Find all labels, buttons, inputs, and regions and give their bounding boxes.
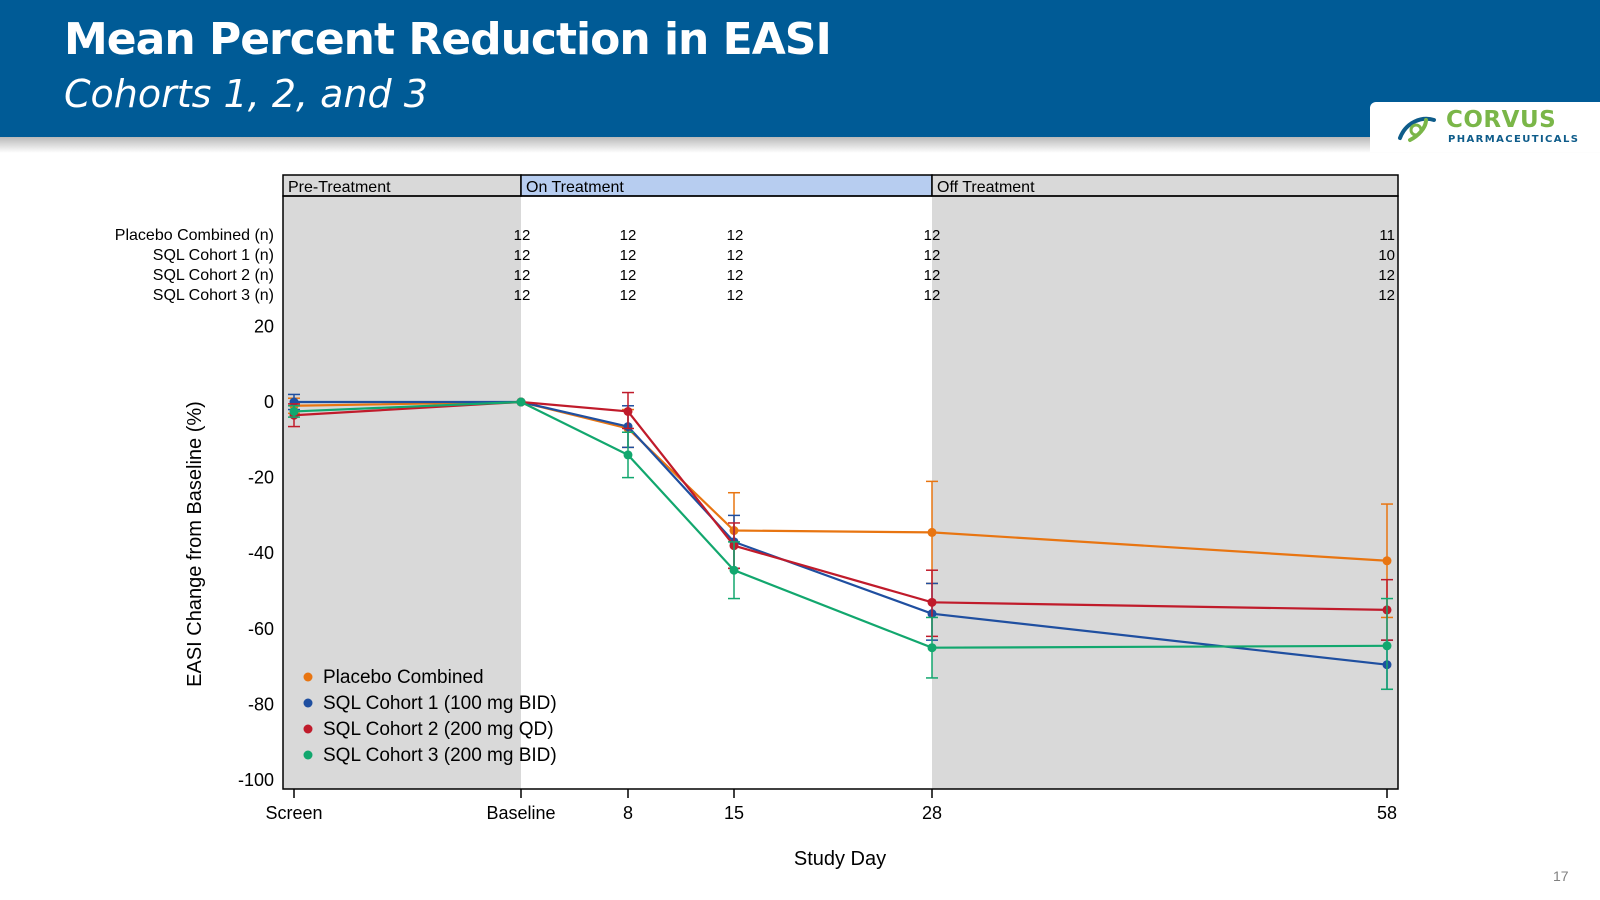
n-table-cell: 12	[727, 267, 744, 284]
n-table-cell: 12	[727, 247, 744, 264]
n-table-cell: 12	[620, 227, 637, 244]
data-point	[927, 643, 937, 653]
n-table-cell: 12	[514, 247, 531, 264]
page-number: 17	[1553, 868, 1569, 884]
n-table-cell: 12	[924, 267, 941, 284]
y-tick-label: -60	[248, 619, 274, 639]
y-tick-label: -20	[248, 468, 274, 488]
chart-axes: 20 0 -20 -40 -60 -80 -100 Screen Baseline 8 15 28 58	[238, 195, 1399, 823]
y-tick-label: -100	[238, 770, 274, 790]
n-table-cell: 12	[924, 227, 941, 244]
series-group	[288, 397, 1393, 691]
n-table: Placebo Combined (n) 12 12 12 12 11 SQL Cohort…	[115, 227, 1395, 304]
header-divider	[0, 137, 1600, 153]
n-table-cell: 12	[924, 247, 941, 264]
data-point	[623, 406, 633, 416]
period-label: Pre-Treatment	[288, 179, 391, 196]
data-point	[729, 565, 739, 575]
y-tick-label: -40	[248, 543, 274, 563]
n-table-cell: 11	[1379, 227, 1395, 244]
period-label: On Treatment	[526, 179, 624, 196]
logo-subtitle: PHARMACEUTICALS	[1448, 134, 1580, 145]
n-table-cell: 12	[1378, 287, 1395, 304]
n-table-cell: 10	[1378, 247, 1395, 264]
n-table-cell: 12	[1378, 267, 1395, 284]
legend-label: SQL Cohort 1 (100 mg BID)	[323, 693, 557, 714]
data-point	[927, 527, 937, 537]
data-point	[516, 397, 526, 407]
series-line	[293, 400, 1388, 649]
n-table-cell: 12	[514, 227, 531, 244]
plot-frame	[282, 195, 1399, 790]
n-table-row-label: SQL Cohort 2 (n)	[153, 267, 274, 284]
data-point	[1382, 556, 1392, 566]
n-table-row-label: SQL Cohort 1 (n)	[153, 247, 274, 264]
data-point	[289, 406, 299, 416]
corvus-logo-mark-icon	[1398, 116, 1436, 142]
series-line	[294, 400, 1388, 666]
legend-marker	[303, 724, 313, 734]
x-tick-label: 15	[724, 803, 744, 823]
x-tick-label: 28	[922, 803, 942, 823]
period-bands: Pre-Treatment On Treatment Off Treatment	[282, 174, 1399, 789]
n-table-row-label: SQL Cohort 3 (n)	[153, 287, 274, 304]
legend-marker	[303, 750, 313, 760]
n-table-cell: 12	[620, 267, 637, 284]
legend-marker	[303, 672, 313, 682]
x-tick-label: 58	[1377, 803, 1397, 823]
period-label: Off Treatment	[937, 179, 1035, 196]
slide-title: Mean Percent Reduction in EASI	[64, 14, 832, 65]
data-point	[623, 450, 633, 460]
period-shade	[283, 196, 521, 789]
y-tick-label: 20	[254, 316, 274, 336]
n-table-cell: 12	[727, 287, 744, 304]
data-point	[1382, 641, 1392, 651]
logo-name: CORVUS	[1446, 107, 1557, 133]
n-table-cell: 12	[620, 287, 637, 304]
legend-label: SQL Cohort 2 (200 mg QD)	[323, 719, 554, 740]
y-tick-label: -80	[248, 694, 274, 714]
y-axis-label: EASI Change from Baseline (%)	[184, 401, 206, 687]
slide-subtitle: Cohorts 1, 2, and 3	[64, 72, 428, 116]
chart-series	[288, 391, 1393, 691]
legend-label: Placebo Combined	[323, 667, 484, 688]
n-table-cell: 12	[514, 287, 531, 304]
x-tick-label: 8	[623, 803, 633, 823]
x-tick-label: Baseline	[486, 803, 555, 823]
legend-label: SQL Cohort 3 (200 mg BID)	[323, 745, 557, 766]
n-table-cell: 12	[514, 267, 531, 284]
n-table-row-label: Placebo Combined (n)	[115, 227, 274, 244]
data-point	[927, 597, 937, 607]
n-table-cell: 12	[727, 227, 744, 244]
slide-header: Mean Percent Reduction in EASI Cohorts 1…	[0, 0, 1600, 137]
n-table-cell: 12	[924, 287, 941, 304]
n-table-cell: 12	[620, 247, 637, 264]
corvus-logo: CORVUS PHARMACEUTICALS	[1370, 102, 1600, 152]
legend-marker	[303, 698, 313, 708]
x-axis-label: Study Day	[794, 848, 886, 870]
period-shade	[932, 196, 1398, 789]
chart-legend: Placebo Combined SQL Cohort 1 (100 mg BID…	[303, 667, 557, 766]
y-tick-label: 0	[264, 392, 274, 412]
x-tick-label: Screen	[265, 803, 322, 823]
